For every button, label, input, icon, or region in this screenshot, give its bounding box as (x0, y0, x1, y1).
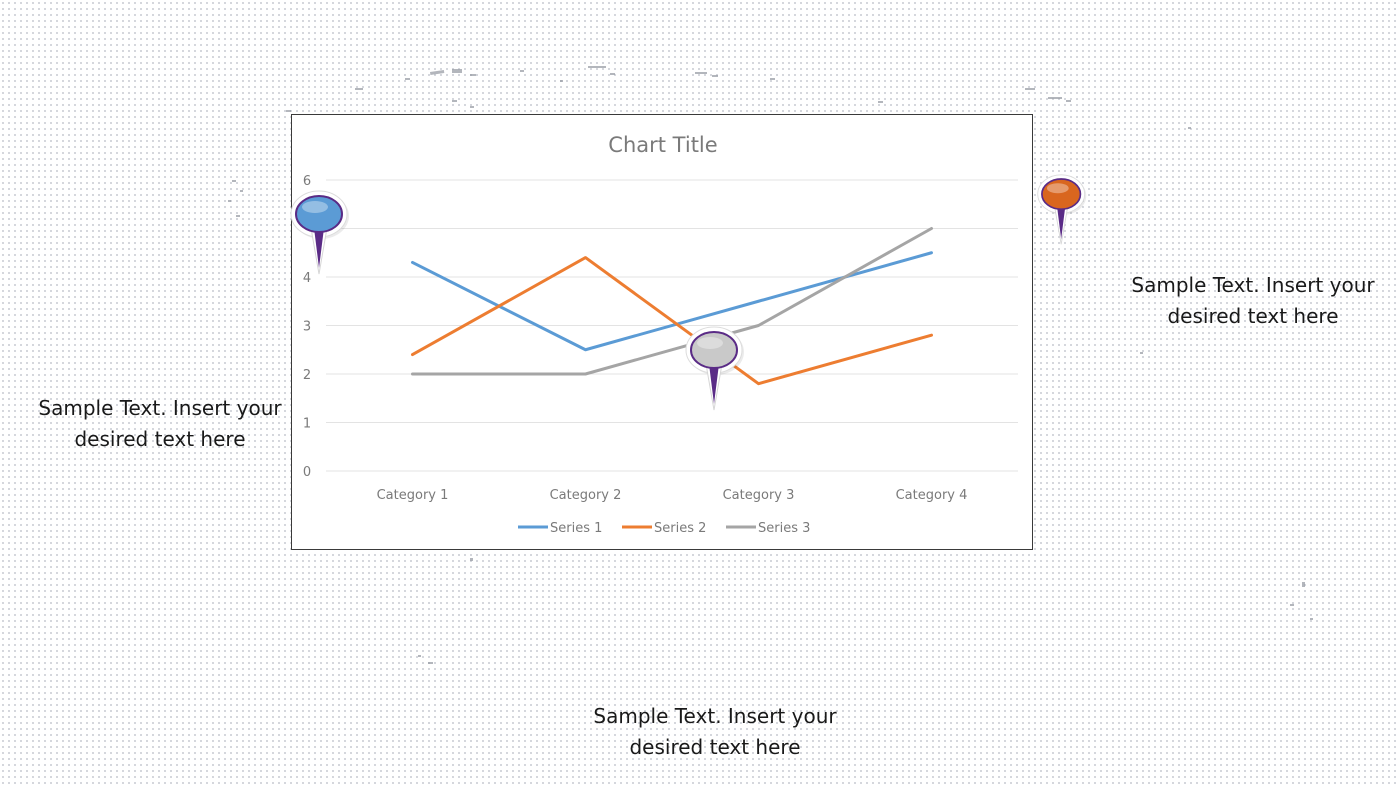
y-tick-label: 4 (303, 271, 311, 286)
x-tick-label: Category 1 (377, 488, 449, 503)
sample-text-left: Sample Text. Insert your desired text he… (38, 396, 282, 451)
chart-title: Chart Title (608, 133, 717, 157)
sample-text-right: Sample Text. Insert your desired text he… (1131, 273, 1375, 328)
series-line-3 (411, 227, 933, 376)
series-line-1 (411, 251, 933, 352)
series-line-2 (411, 256, 933, 386)
sample-text-bottom: Sample Text. Insert your desired text he… (593, 704, 837, 759)
orange-map-pin-icon (1037, 174, 1087, 245)
y-tick-label: 3 (303, 320, 311, 335)
y-tick-label: 0 (303, 465, 311, 480)
legend-label: Series 2 (654, 521, 706, 536)
blue-map-pin-icon (290, 190, 349, 275)
x-tick-label: Category 2 (550, 488, 622, 503)
legend-label: Series 3 (758, 521, 810, 536)
legend-label: Series 1 (550, 521, 602, 536)
gray-map-pin-icon (685, 326, 744, 411)
x-tick-label: Category 4 (896, 488, 968, 503)
y-tick-label: 2 (303, 368, 311, 383)
x-tick-label: Category 3 (723, 488, 795, 503)
y-tick-label: 1 (303, 417, 311, 432)
y-tick-label: 6 (303, 174, 311, 189)
